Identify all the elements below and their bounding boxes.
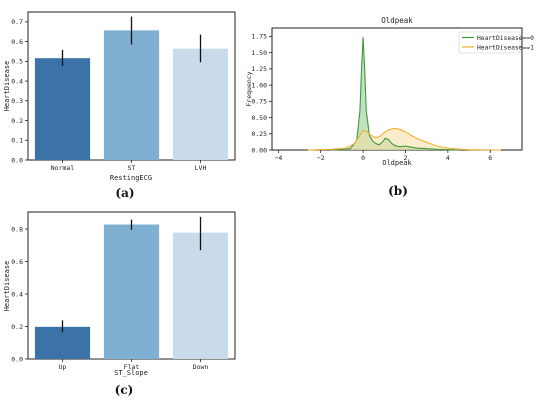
- panel-c-y-label: HeartDisease: [3, 261, 11, 312]
- y-tick-label: 0.0: [11, 156, 23, 164]
- y-tick-label: 1.75: [251, 33, 267, 41]
- x-tick-label: 2: [404, 154, 408, 162]
- panel-b-y-axis: 0.00 0.25 0.50 0.75 1.00 1.25 1.50 1.75: [251, 33, 272, 154]
- panel-a-bars: [34, 16, 229, 161]
- panel-b-x-label: Oldpeak: [382, 159, 412, 167]
- x-tick-label: 6: [488, 154, 492, 162]
- y-tick-label: 1.25: [251, 65, 267, 73]
- x-tick-label: Flat: [124, 363, 140, 371]
- y-tick-label: 0.2: [11, 117, 23, 125]
- density-fill-heartdisease-1: [308, 128, 501, 150]
- y-tick-label: 0.3: [11, 97, 23, 105]
- panel-a-y-label: HeartDisease: [3, 61, 11, 112]
- panel-b-density-lines: [308, 37, 501, 151]
- x-tick-label: 0: [361, 154, 365, 162]
- y-tick-label: 1.00: [251, 81, 267, 89]
- x-tick-label: Up: [59, 363, 67, 371]
- y-tick-label: 1.50: [251, 49, 267, 57]
- y-tick-label: 0.4: [11, 77, 23, 85]
- y-tick-label: 0.00: [251, 146, 267, 154]
- density-line-heartdisease-0: [331, 37, 459, 151]
- panel-b-legend: HeartDisease==0 HeartDisease==1: [458, 31, 534, 54]
- density-fill-heartdisease-0: [331, 37, 459, 151]
- panel-b-caption: (b): [388, 184, 408, 198]
- y-tick-label: 0.5: [11, 58, 23, 66]
- x-tick-label: −2: [317, 154, 325, 162]
- panel-a: 0.0 0.1 0.2 0.3 0.4 0.5 0.6 0.7 Normal ST LVH Res…: [3, 11, 236, 200]
- legend-box: [458, 31, 521, 54]
- bar-lvh: [172, 48, 229, 161]
- x-tick-label: −4: [274, 154, 282, 162]
- legend-label-heartdisease-1: HeartDisease==1: [477, 45, 534, 52]
- panel-a-caption: (a): [115, 186, 134, 200]
- panel-c-y-axis: 0.0 0.2 0.4 0.6 0.8: [11, 225, 28, 363]
- panel-c: 0.0 0.2 0.4 0.6 0.8 Up Flat Down ST_Slope Hear…: [3, 211, 236, 397]
- panel-b-y-label: Frequency: [245, 71, 253, 106]
- y-tick-label: 0.1: [11, 137, 23, 145]
- panel-c-caption: (c): [115, 383, 134, 397]
- bar-normal: [34, 58, 91, 161]
- y-tick-label: 0.6: [11, 258, 23, 266]
- y-tick-label: 0.50: [251, 114, 267, 122]
- x-tick-label: 4: [446, 154, 450, 162]
- panel-b-density-fills: [308, 37, 501, 151]
- panel-b-title: Oldpeak: [381, 16, 413, 25]
- x-tick-label: Down: [193, 363, 209, 371]
- density-line-heartdisease-1: [308, 128, 501, 151]
- bar-up: [34, 326, 91, 359]
- panel-a-x-axis: Normal ST LVH: [51, 160, 207, 172]
- bar-down: [172, 232, 229, 359]
- bar-flat: [103, 224, 160, 359]
- y-tick-label: 0.0: [11, 355, 23, 363]
- panel-a-y-axis: 0.0 0.1 0.2 0.3 0.4 0.5 0.6 0.7: [11, 18, 28, 164]
- y-tick-label: 0.2: [11, 323, 23, 331]
- y-tick-label: 0.4: [11, 290, 23, 298]
- panel-b: 0.00 0.25 0.50 0.75 1.00 1.25 1.50 1.75 −4 −2 0 2 4…: [245, 16, 534, 198]
- panel-a-x-label: RestingECG: [110, 174, 152, 182]
- y-tick-label: 0.8: [11, 225, 23, 233]
- y-tick-label: 0.7: [11, 18, 23, 26]
- y-tick-label: 0.6: [11, 38, 23, 46]
- panel-c-x-axis: Up Flat Down: [59, 359, 209, 371]
- bar-st: [103, 30, 160, 160]
- x-tick-label: LVH: [195, 164, 207, 172]
- y-tick-label: 0.25: [251, 130, 267, 138]
- panel-c-x-label: ST_Slope: [114, 369, 148, 377]
- panel-b-x-axis: −4 −2 0 2 4 6: [274, 150, 492, 162]
- panel-c-bars: [34, 216, 229, 359]
- y-tick-label: 0.75: [251, 98, 267, 106]
- legend-label-heartdisease-0: HeartDisease==0: [477, 35, 534, 42]
- x-tick-label: Normal: [51, 164, 75, 172]
- x-tick-label: ST: [128, 164, 136, 172]
